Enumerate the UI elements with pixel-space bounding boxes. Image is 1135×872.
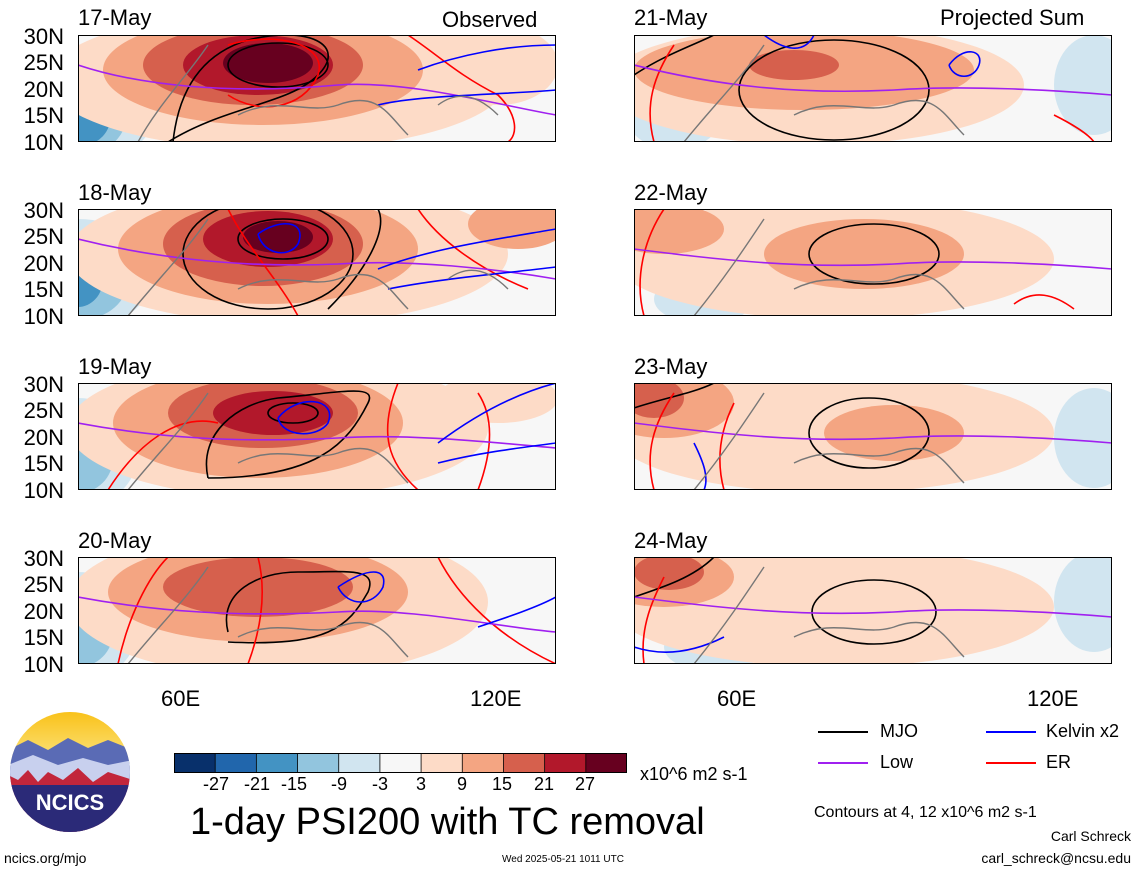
lat-label: 25N (23, 572, 64, 597)
lat-label: 30N (23, 24, 64, 49)
map-panel-19-may (78, 383, 556, 490)
colorbar-cell (379, 753, 422, 773)
lat-label: 15N (23, 103, 64, 128)
map-panel-20-may (78, 557, 556, 664)
mjo-legend-line (818, 731, 868, 733)
low-legend-label: Low (880, 752, 914, 772)
lat-label: 10N (23, 130, 64, 155)
colorbar-tick: 21 (533, 774, 555, 794)
author-email: carl_schreck@ncsu.edu (981, 850, 1131, 866)
colorbar-tick: -3 (371, 774, 388, 794)
colorbar-tick: 3 (415, 774, 426, 794)
colorbar-tick: -21 (243, 774, 270, 794)
logo-text: NCICS (36, 790, 104, 815)
panel-date-label: 21-May (634, 5, 708, 30)
colorbar-tick: 15 (491, 774, 513, 794)
author-name: Carl Schreck (1050, 828, 1131, 844)
panel-date-label: 20-May (78, 528, 152, 553)
lat-label: 20N (23, 251, 64, 276)
colorbar-units: x10^6 m2 s-1 (640, 764, 748, 784)
lat-label: 10N (23, 478, 64, 503)
er-legend-label: ER (1046, 752, 1072, 772)
projected-sum-title: Projected Sum (940, 5, 1085, 30)
ncics-logo: NCICS (10, 712, 130, 832)
site-url: ncics.org/mjo (4, 850, 87, 866)
colorbar-cell (297, 753, 340, 773)
panel-date-label: 19-May (78, 354, 152, 379)
lat-label: 20N (23, 599, 64, 624)
lat-label: 25N (23, 50, 64, 75)
lat-label: 30N (23, 372, 64, 397)
colorbar-cell (255, 753, 299, 773)
contours-note: Contours at 4, 12 x10^6 m2 s-1 (814, 804, 1037, 821)
mjo-legend-label: MJO (880, 721, 918, 741)
low-legend-line (818, 762, 868, 764)
colorbar-tick: -27 (202, 774, 229, 794)
lon-label: 60E (161, 686, 201, 711)
colorbar-tick: -15 (280, 774, 307, 794)
colorbar-cell (214, 753, 258, 773)
map-panel-17-may (78, 35, 556, 142)
panel-date-label: 18-May (78, 180, 152, 205)
lat-label: 10N (23, 652, 64, 677)
map-panel-21-may (634, 35, 1112, 142)
colorbar-cell (338, 753, 381, 773)
colorbar-cell (461, 753, 505, 773)
panel-date-label: 22-May (634, 180, 708, 205)
colorbar-tick: 27 (574, 774, 596, 794)
kelvin-legend-label: Kelvin x2 (1046, 721, 1120, 741)
panel-date-label: 23-May (634, 354, 708, 379)
colorbar (174, 753, 627, 773)
lat-label: 15N (23, 625, 64, 650)
lon-label: 120E (470, 686, 522, 711)
lat-label: 25N (23, 398, 64, 423)
kelvin-legend-line (986, 731, 1036, 733)
lat-label: 25N (23, 224, 64, 249)
observed-title: Observed (442, 7, 538, 32)
lat-label: 20N (23, 77, 64, 102)
timestamp: Wed 2025-05-21 1011 UTC (502, 854, 624, 865)
map-panel-23-may (634, 383, 1112, 490)
figure-title: 1-day PSI200 with TC removal (190, 801, 705, 843)
lon-label: 120E (1027, 686, 1079, 711)
colorbar-cell (585, 753, 627, 773)
lat-label: 30N (23, 546, 64, 571)
lat-label: 15N (23, 277, 64, 302)
lat-label: 30N (23, 198, 64, 223)
lon-label: 60E (717, 686, 757, 711)
colorbar-tick: 9 (456, 774, 467, 794)
lat-label: 10N (23, 304, 64, 329)
panel-date-label: 17-May (78, 5, 152, 30)
colorbar-cell (503, 753, 546, 773)
panel-date-label: 24-May (634, 528, 708, 553)
map-panel-24-may (634, 557, 1112, 664)
lat-label: 15N (23, 451, 64, 476)
colorbar-cell (544, 753, 587, 773)
er-legend-line (986, 762, 1036, 764)
map-panel-18-may (78, 209, 556, 316)
colorbar-cell (174, 753, 217, 773)
lat-label: 20N (23, 425, 64, 450)
colorbar-cell (420, 753, 464, 773)
map-panel-22-may (634, 209, 1112, 316)
colorbar-tick: -9 (330, 774, 347, 794)
